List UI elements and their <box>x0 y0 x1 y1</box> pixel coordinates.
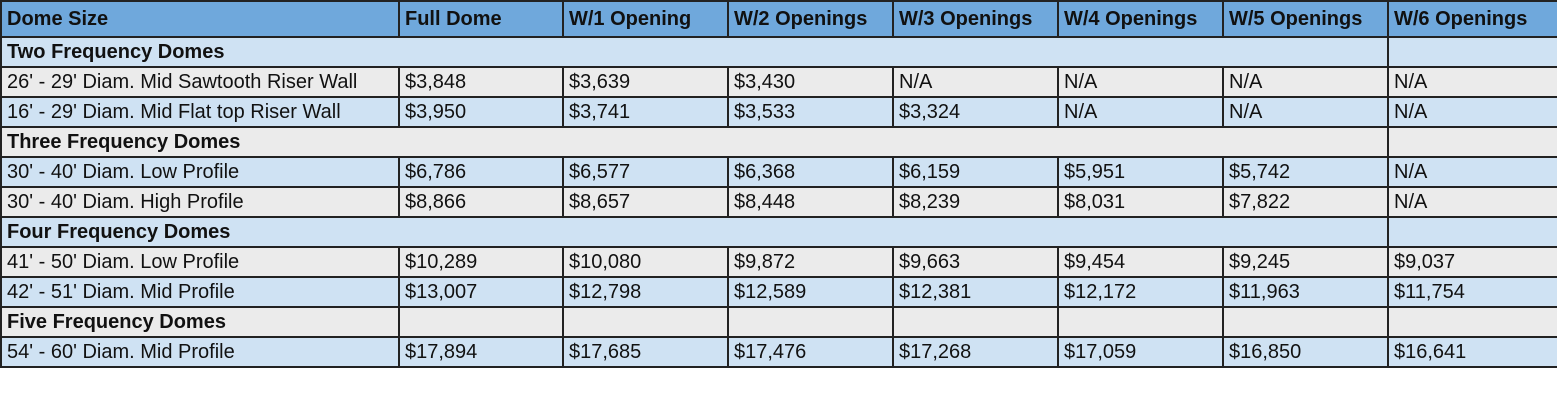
table-row: 41' - 50' Diam. Low Profile $10,289 $10,… <box>0 246 1557 278</box>
price-cell: $16,850 <box>1222 336 1389 368</box>
price-cell: $10,289 <box>398 246 564 278</box>
price-cell: $6,159 <box>892 156 1059 188</box>
section-title: Five Frequency Domes <box>0 306 400 338</box>
price-cell: $17,059 <box>1057 336 1224 368</box>
dome-size-cell: 41' - 50' Diam. Low Profile <box>0 246 400 278</box>
price-cell: $12,172 <box>1057 276 1224 308</box>
price-cell: $9,663 <box>892 246 1059 278</box>
header-w2-openings: W/2 Openings <box>727 0 894 38</box>
price-cell: N/A <box>892 66 1059 98</box>
price-cell: N/A <box>1222 66 1389 98</box>
price-cell: $17,476 <box>727 336 894 368</box>
price-cell: $11,754 <box>1387 276 1557 308</box>
empty-cell <box>1387 216 1557 248</box>
header-w5-openings: W/5 Openings <box>1222 0 1389 38</box>
dome-size-cell: 30' - 40' Diam. High Profile <box>0 186 400 218</box>
dome-size-cell: 42' - 51' Diam. Mid Profile <box>0 276 400 308</box>
table-row: 16' - 29' Diam. Mid Flat top Riser Wall … <box>0 96 1557 128</box>
price-cell: $3,430 <box>727 66 894 98</box>
price-cell: $3,741 <box>562 96 729 128</box>
price-cell: $12,589 <box>727 276 894 308</box>
price-cell: $3,533 <box>727 96 894 128</box>
price-cell: $3,950 <box>398 96 564 128</box>
price-cell: $17,268 <box>892 336 1059 368</box>
price-cell: $10,080 <box>562 246 729 278</box>
price-cell: N/A <box>1387 66 1557 98</box>
empty-cell <box>1222 306 1389 338</box>
price-cell: $8,657 <box>562 186 729 218</box>
price-cell: $17,894 <box>398 336 564 368</box>
price-cell: $12,798 <box>562 276 729 308</box>
section-title: Three Frequency Domes <box>0 126 1389 158</box>
price-cell: $5,951 <box>1057 156 1224 188</box>
price-cell: $9,454 <box>1057 246 1224 278</box>
empty-cell <box>892 306 1059 338</box>
price-cell: $6,368 <box>727 156 894 188</box>
price-cell: $8,239 <box>892 186 1059 218</box>
empty-cell <box>398 306 564 338</box>
dome-size-cell: 54' - 60' Diam. Mid Profile <box>0 336 400 368</box>
header-w1-opening: W/1 Opening <box>562 0 729 38</box>
table-row: 26' - 29' Diam. Mid Sawtooth Riser Wall … <box>0 66 1557 98</box>
empty-cell <box>1057 306 1224 338</box>
header-row: Dome Size Full Dome W/1 Opening W/2 Open… <box>0 0 1557 38</box>
price-cell: $9,872 <box>727 246 894 278</box>
price-cell: N/A <box>1387 156 1557 188</box>
header-w6-openings: W/6 Openings <box>1387 0 1557 38</box>
price-cell: $6,577 <box>562 156 729 188</box>
section-row-two-frequency: Two Frequency Domes <box>0 36 1557 68</box>
header-w3-openings: W/3 Openings <box>892 0 1059 38</box>
section-title: Four Frequency Domes <box>0 216 1389 248</box>
dome-size-cell: 30' - 40' Diam. Low Profile <box>0 156 400 188</box>
dome-price-table: Dome Size Full Dome W/1 Opening W/2 Open… <box>0 0 1557 368</box>
table-row: 30' - 40' Diam. Low Profile $6,786 $6,57… <box>0 156 1557 188</box>
section-title: Two Frequency Domes <box>0 36 1389 68</box>
price-cell: $3,639 <box>562 66 729 98</box>
price-cell: $16,641 <box>1387 336 1557 368</box>
price-cell: $11,963 <box>1222 276 1389 308</box>
empty-cell <box>1387 36 1557 68</box>
price-cell: $17,685 <box>562 336 729 368</box>
header-full-dome: Full Dome <box>398 0 564 38</box>
dome-size-cell: 26' - 29' Diam. Mid Sawtooth Riser Wall <box>0 66 400 98</box>
price-cell: $9,245 <box>1222 246 1389 278</box>
empty-cell <box>1387 126 1557 158</box>
price-cell: N/A <box>1057 96 1224 128</box>
section-row-four-frequency: Four Frequency Domes <box>0 216 1557 248</box>
empty-cell <box>562 306 729 338</box>
price-cell: $3,848 <box>398 66 564 98</box>
price-cell: N/A <box>1387 96 1557 128</box>
price-cell: $6,786 <box>398 156 564 188</box>
price-cell: $9,037 <box>1387 246 1557 278</box>
price-cell: $13,007 <box>398 276 564 308</box>
section-row-three-frequency: Three Frequency Domes <box>0 126 1557 158</box>
price-cell: N/A <box>1057 66 1224 98</box>
price-cell: $8,866 <box>398 186 564 218</box>
price-cell: N/A <box>1222 96 1389 128</box>
price-cell: $5,742 <box>1222 156 1389 188</box>
header-w4-openings: W/4 Openings <box>1057 0 1224 38</box>
table-row: 30' - 40' Diam. High Profile $8,866 $8,6… <box>0 186 1557 218</box>
price-cell: $7,822 <box>1222 186 1389 218</box>
table-row: 42' - 51' Diam. Mid Profile $13,007 $12,… <box>0 276 1557 308</box>
price-cell: N/A <box>1387 186 1557 218</box>
empty-cell <box>1387 306 1557 338</box>
header-dome-size: Dome Size <box>0 0 400 38</box>
price-cell: $8,448 <box>727 186 894 218</box>
price-cell: $8,031 <box>1057 186 1224 218</box>
section-row-five-frequency: Five Frequency Domes <box>0 306 1557 338</box>
dome-size-cell: 16' - 29' Diam. Mid Flat top Riser Wall <box>0 96 400 128</box>
price-cell: $3,324 <box>892 96 1059 128</box>
empty-cell <box>727 306 894 338</box>
price-cell: $12,381 <box>892 276 1059 308</box>
table-row: 54' - 60' Diam. Mid Profile $17,894 $17,… <box>0 336 1557 368</box>
